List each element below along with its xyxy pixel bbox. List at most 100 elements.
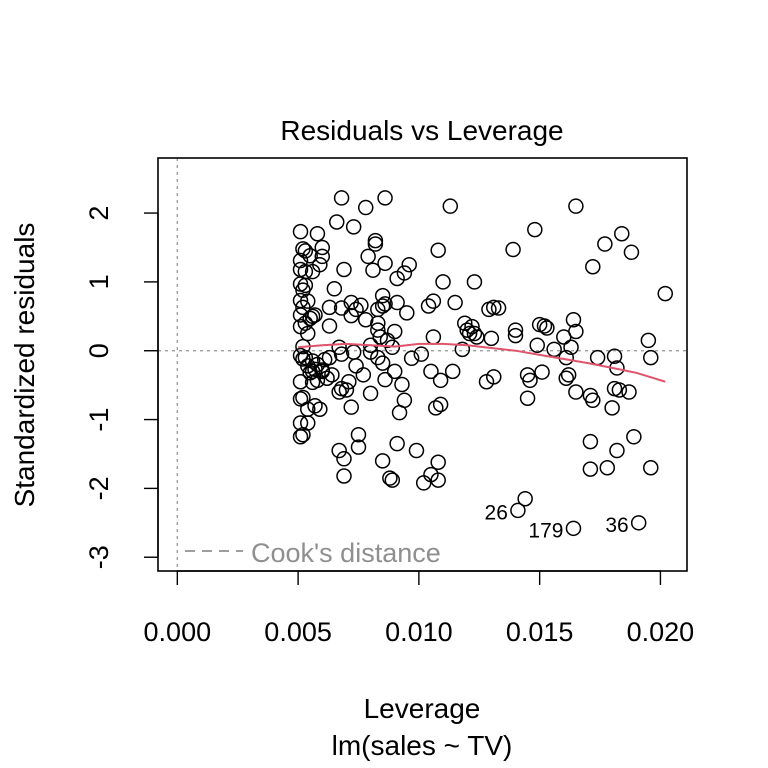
- data-point: [324, 367, 340, 383]
- data-points: [292, 190, 674, 537]
- data-point: [367, 232, 384, 249]
- data-point: [430, 242, 446, 258]
- plot-frame: [157, 157, 688, 572]
- y-tick-label: -2: [84, 476, 114, 500]
- x-axis: 0.000 0.005 0.010 0.015 0.020: [144, 570, 695, 647]
- data-point: [321, 349, 338, 366]
- data-point: [606, 348, 623, 364]
- data-point: [505, 241, 521, 258]
- data-point: [300, 415, 316, 431]
- data-point: [355, 367, 372, 383]
- data-point: [454, 341, 471, 358]
- data-point: [357, 312, 374, 328]
- data-point: [319, 370, 335, 387]
- data-point: [589, 349, 606, 366]
- data-point: [457, 315, 473, 331]
- data-point: [507, 322, 524, 338]
- data-point: [336, 451, 352, 467]
- data-point: [304, 353, 321, 369]
- data-point: [640, 332, 657, 349]
- data-point: [389, 294, 405, 311]
- data-point: [343, 399, 359, 415]
- data-point: [374, 453, 391, 469]
- data-point: [565, 520, 582, 537]
- y-tick-label: -1: [84, 408, 114, 432]
- x-tick-label: 0.010: [385, 617, 453, 647]
- data-point: [336, 468, 352, 484]
- data-point: [292, 223, 309, 240]
- data-point: [365, 262, 381, 278]
- data-point: [428, 400, 444, 416]
- data-point: [377, 190, 393, 206]
- data-point: [374, 355, 391, 371]
- data-point: [527, 221, 543, 238]
- data-point: [413, 346, 430, 362]
- point-label-26: 26: [485, 501, 508, 524]
- data-point: [486, 299, 502, 316]
- data-point: [643, 460, 659, 476]
- data-point: [568, 384, 584, 400]
- data-point: [408, 442, 425, 459]
- data-point: [345, 219, 362, 235]
- data-point: [490, 300, 507, 316]
- data-point: [568, 198, 584, 214]
- data-point: [464, 318, 480, 335]
- data-point: [292, 373, 309, 390]
- data-point: [384, 472, 401, 488]
- data-point: [609, 442, 625, 459]
- data-point: [401, 256, 417, 273]
- data-point: [389, 435, 405, 452]
- data-point: [382, 470, 398, 486]
- data-point: [623, 244, 640, 261]
- data-point: [297, 243, 314, 259]
- data-point: [374, 287, 391, 304]
- point-label-36: 36: [605, 514, 628, 537]
- data-point: [312, 256, 328, 273]
- data-point: [314, 248, 331, 265]
- data-point: [420, 298, 437, 314]
- data-point: [300, 325, 316, 342]
- data-point: [386, 323, 403, 340]
- point-label-179: 179: [528, 519, 563, 542]
- data-point: [302, 247, 318, 264]
- data-point: [300, 358, 316, 374]
- data-point: [333, 190, 350, 206]
- data-point: [599, 460, 616, 476]
- data-point: [377, 255, 393, 272]
- data-point: [430, 454, 446, 470]
- data-point: [558, 370, 574, 387]
- data-point: [522, 372, 538, 389]
- data-point: [546, 341, 562, 358]
- data-point: [423, 363, 439, 380]
- data-point: [565, 312, 582, 328]
- x-tick-label: 0.020: [627, 617, 695, 647]
- y-tick-label: 0: [84, 343, 114, 358]
- data-point: [307, 398, 323, 414]
- data-point: [643, 349, 659, 366]
- data-point: [461, 325, 478, 342]
- data-point: [585, 259, 601, 275]
- data-point: [312, 401, 328, 417]
- data-point: [302, 310, 318, 327]
- data-point: [483, 330, 500, 347]
- data-point: [321, 299, 338, 316]
- data-point: [348, 358, 364, 374]
- data-point: [396, 265, 413, 281]
- y-axis: -3 -2 -1 0 1 2: [84, 206, 159, 569]
- data-point: [357, 199, 374, 216]
- cooks-distance-legend: Cook's distance: [185, 538, 441, 568]
- data-point: [539, 320, 555, 336]
- data-point: [517, 490, 533, 507]
- data-point: [326, 281, 343, 297]
- data-point: [425, 293, 442, 309]
- data-point: [336, 261, 352, 278]
- data-point: [529, 337, 545, 353]
- data-point: [582, 461, 599, 477]
- data-point: [377, 371, 393, 388]
- data-point: [394, 376, 410, 393]
- data-point: [442, 198, 459, 214]
- data-point: [338, 382, 355, 398]
- data-point: [292, 429, 309, 445]
- data-point: [331, 339, 347, 356]
